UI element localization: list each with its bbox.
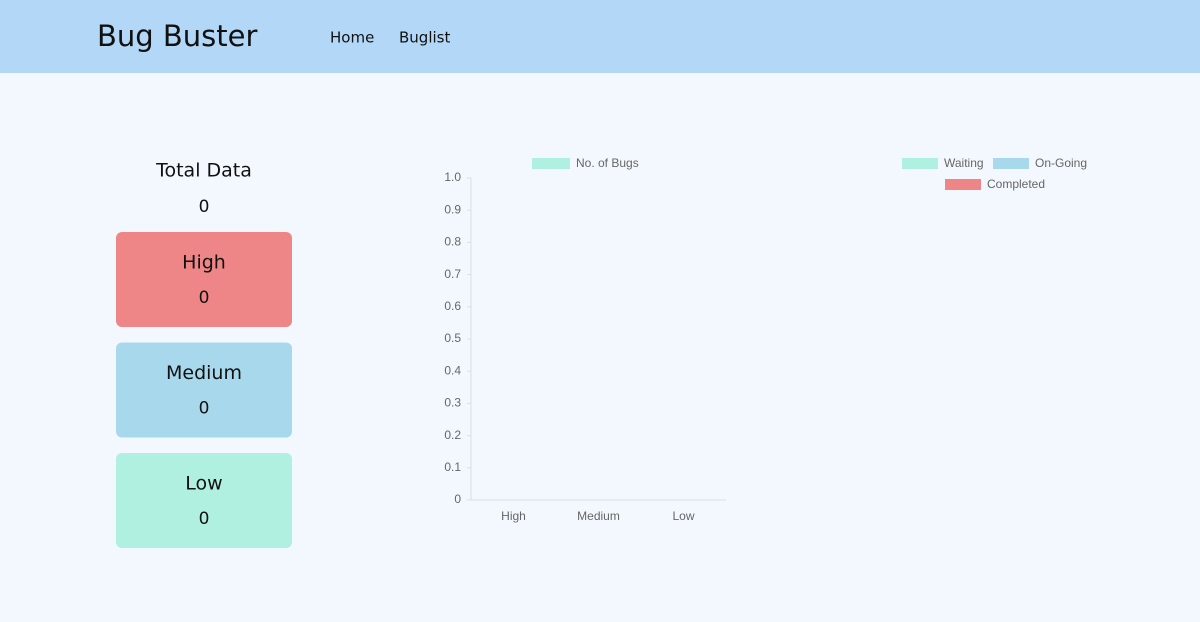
y-tick-label: 1.0	[444, 170, 461, 184]
x-tick-label: Low	[672, 509, 694, 523]
brand[interactable]: Bug Buster	[97, 19, 257, 53]
legend-swatch	[993, 158, 1029, 169]
y-tick-label: 0.6	[444, 299, 461, 313]
y-tick-label: 0.5	[444, 331, 461, 345]
legend-label: On-Going	[1035, 156, 1087, 170]
legend-label: Completed	[987, 177, 1045, 191]
nav-link[interactable]: Buglist	[399, 29, 450, 47]
legend-swatch	[532, 158, 570, 169]
y-tick-label: 0	[454, 492, 461, 506]
summary-card	[116, 232, 292, 327]
y-tick-label: 0.4	[444, 363, 461, 377]
card-value: 0	[199, 399, 210, 419]
summary-card	[116, 453, 292, 548]
y-tick-label: 0.1	[444, 460, 461, 474]
x-tick-label: High	[501, 509, 526, 523]
legend-swatch	[945, 179, 981, 190]
card-label: Medium	[166, 362, 242, 384]
legend-label: Waiting	[944, 156, 984, 170]
y-tick-label: 0.2	[444, 428, 461, 442]
x-tick-label: Medium	[577, 509, 620, 523]
y-tick-label: 0.7	[444, 267, 461, 281]
navbar	[0, 0, 1200, 73]
summary-total: 0	[199, 197, 210, 217]
y-tick-label: 0.3	[444, 396, 461, 410]
summary-title: Total Data	[155, 160, 252, 182]
card-label: Low	[185, 473, 222, 495]
summary-card	[116, 342, 292, 438]
legend-swatch	[902, 158, 938, 169]
legend-label: No. of Bugs	[576, 156, 639, 170]
card-value: 0	[199, 509, 210, 529]
card-label: High	[182, 252, 226, 274]
y-tick-label: 0.8	[444, 235, 461, 249]
y-tick-label: 0.9	[444, 202, 461, 216]
card-value: 0	[199, 288, 210, 308]
nav-link[interactable]: Home	[330, 29, 374, 47]
